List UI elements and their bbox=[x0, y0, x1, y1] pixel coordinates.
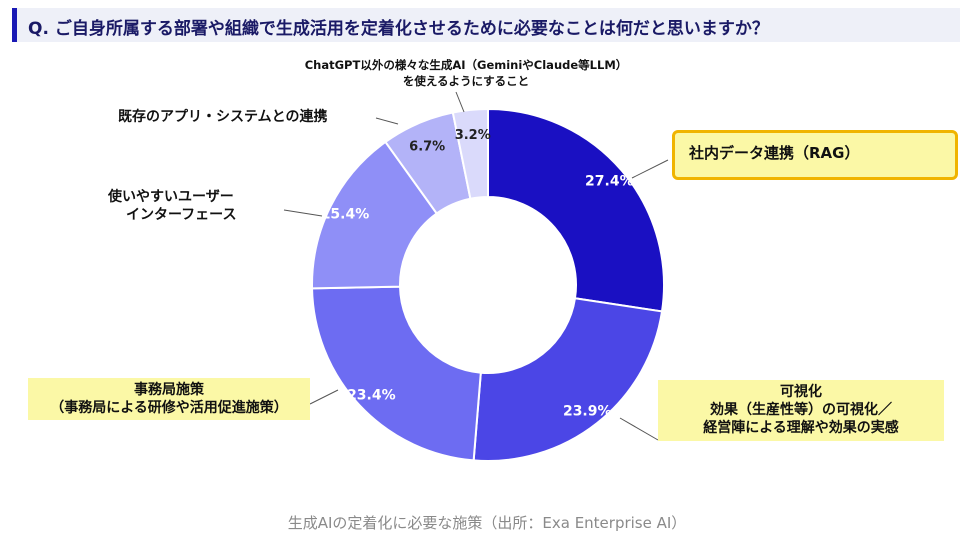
value-label-secretariat: 23.4% bbox=[347, 388, 396, 404]
leader-line-visualization bbox=[619, 417, 659, 441]
label-ui: 使いやすいユーザー インターフェース bbox=[108, 188, 236, 224]
label-rag: 社内データ連携（RAG） bbox=[672, 130, 958, 180]
leader-line-other-llm bbox=[455, 91, 465, 113]
value-label-visualization: 23.9% bbox=[563, 403, 612, 419]
label-ui-line1: 使いやすいユーザー bbox=[108, 189, 234, 205]
slice-ui bbox=[311, 140, 439, 290]
slice-secretariat bbox=[311, 285, 482, 462]
label-rag-text: 社内データ連携（RAG） bbox=[689, 144, 860, 162]
value-label-rag: 27.4% bbox=[585, 174, 634, 190]
question-text: Q. ご自身所属する部署や組織で生成活用を定着化させるために必要なことは何だと思… bbox=[28, 19, 769, 39]
label-app-integration: 既存のアプリ・システムとの連携 bbox=[118, 108, 327, 126]
label-app-integration-text: 既存のアプリ・システムとの連携 bbox=[118, 109, 328, 125]
label-other-llm: ChatGPT以外の様々な生成AI（GeminiやClaude等LLM） を使え… bbox=[286, 58, 646, 89]
label-visualization: 可視化 効果（生産性等）の可視化／ 経営陣による理解や効果の実感 bbox=[658, 380, 944, 441]
leader-line-app-integration bbox=[375, 117, 399, 125]
label-other-llm-line2: を使えるようにすること bbox=[402, 73, 530, 88]
label-ui-line2: インターフェース bbox=[126, 207, 237, 224]
label-other-llm-line1: ChatGPT以外の様々な生成AI（GeminiやClaude等LLM） bbox=[304, 58, 628, 72]
leader-line-secretariat bbox=[309, 389, 339, 405]
question-header: Q. ご自身所属する部署や組織で生成活用を定着化させるために必要なことは何だと思… bbox=[12, 8, 960, 42]
slice-visualization bbox=[472, 297, 664, 462]
label-visualization-line1: 可視化 bbox=[780, 384, 822, 400]
slice-rag bbox=[487, 107, 665, 313]
label-secretariat-line2: （事務局による研修や活用促進施策） bbox=[50, 400, 288, 417]
label-visualization-line3: 経営陣による理解や効果の実感 bbox=[703, 420, 899, 437]
label-visualization-line2: 効果（生産性等）の可視化／ bbox=[710, 402, 892, 419]
label-secretariat: 事務局施策 （事務局による研修や活用促進施策） bbox=[28, 378, 310, 421]
label-secretariat-line1: 事務局施策 bbox=[134, 382, 204, 398]
header-accent-bar bbox=[12, 8, 17, 42]
leader-line-rag bbox=[631, 159, 669, 179]
value-label-app-integration: 6.7% bbox=[409, 140, 445, 155]
leader-line-ui bbox=[283, 209, 323, 217]
value-label-other-llm: 3.2% bbox=[455, 128, 491, 143]
chart-caption: 生成AIの定着化に必要な施策（出所：Exa Enterprise AI） bbox=[287, 514, 687, 532]
slice-other-llm bbox=[451, 107, 489, 200]
value-label-ui: 15.4% bbox=[321, 206, 370, 222]
